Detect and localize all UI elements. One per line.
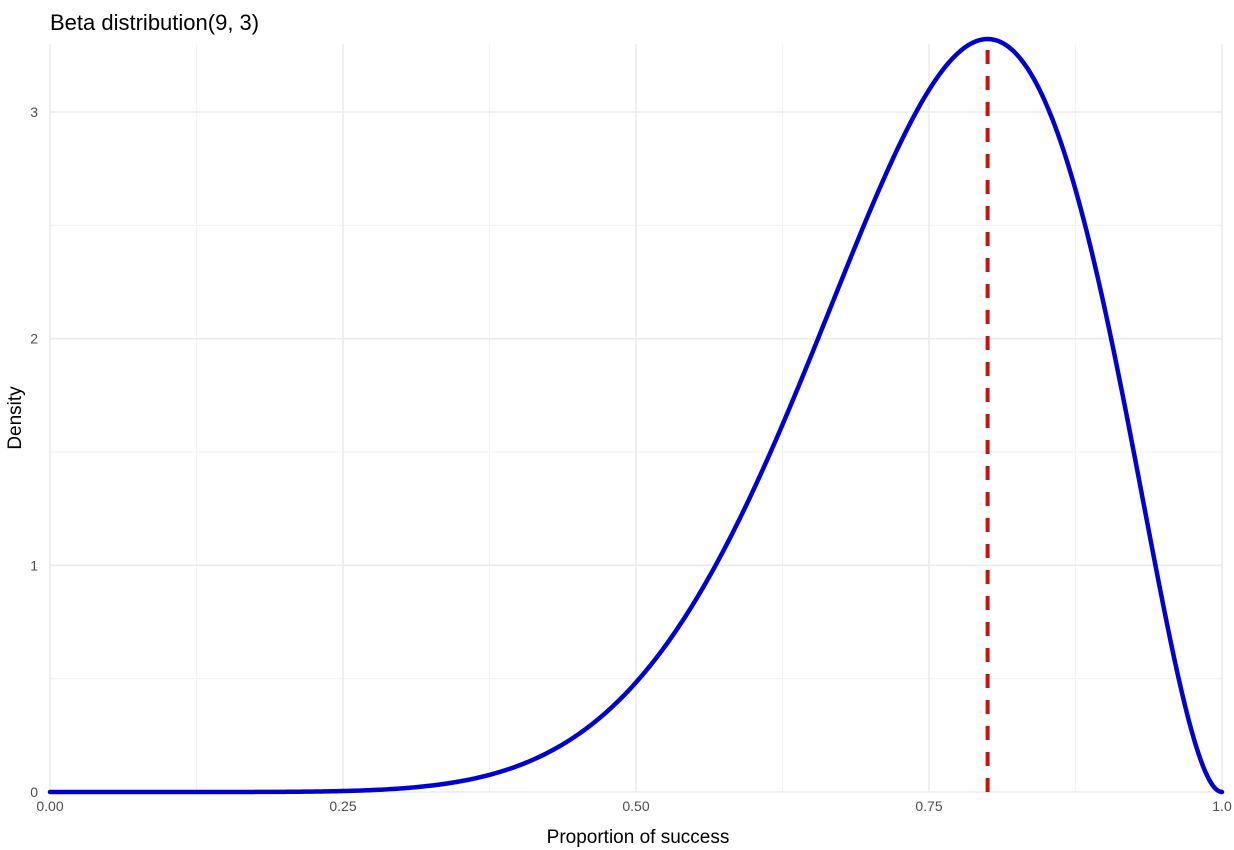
density-curve xyxy=(47,36,1225,795)
x-tick-label: 0.25 xyxy=(329,798,356,814)
y-axis-title: Density xyxy=(5,386,26,450)
y-tick-label: 3 xyxy=(30,104,38,120)
major-grid xyxy=(49,44,1223,793)
x-axis-ticks: 0.00 0.25 0.50 0.75 1.0 xyxy=(36,798,1232,814)
y-tick-label: 2 xyxy=(30,331,38,347)
y-axis-ticks: 0 1 2 3 xyxy=(30,104,38,800)
y-tick-label: 0 xyxy=(30,784,38,800)
x-tick-label: 0.00 xyxy=(36,798,63,814)
x-tick-label: 0.50 xyxy=(622,798,649,814)
x-axis-title: Proportion of success xyxy=(547,827,730,848)
x-tick-label: 0.75 xyxy=(915,798,942,814)
plot-area xyxy=(47,36,1225,795)
y-tick-label: 1 xyxy=(30,557,38,573)
chart-title: Beta distribution(9, 3) xyxy=(50,10,259,35)
x-tick-label: 1.0 xyxy=(1212,798,1232,814)
